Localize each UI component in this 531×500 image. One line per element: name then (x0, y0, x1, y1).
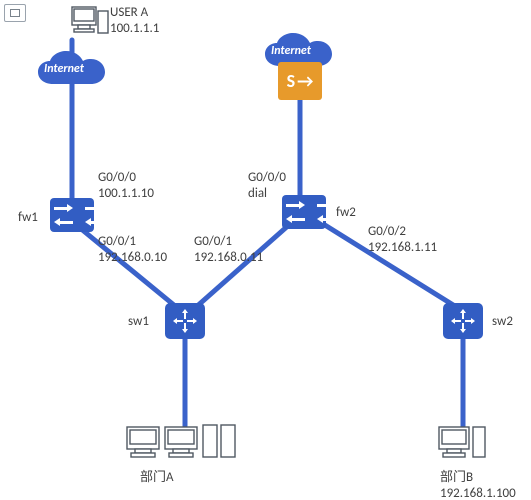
switch-sw1 (165, 303, 205, 339)
label-dept-a: 部门A (140, 470, 174, 486)
label-fw2: fw2 (336, 205, 356, 221)
pc-user-a (70, 5, 110, 48)
dept-a-pcs (125, 423, 245, 468)
switch-sw2 (443, 303, 483, 339)
label-fw1: fw1 (18, 210, 38, 226)
label-g000-fw2: G0/0/0 dial (248, 170, 286, 201)
label-g000-fw1: G0/0/0 100.1.1.10 (98, 170, 154, 201)
label-sw1: sw1 (128, 314, 149, 330)
firewall-fw2 (282, 195, 326, 229)
label-sw2: sw2 (492, 314, 513, 330)
firewall-fw1 (50, 198, 94, 232)
label-g001-fw2: G0/0/1 192.168.0.11 (194, 234, 263, 265)
cloud-label: Internet (44, 62, 84, 76)
cloud-label: Internet (271, 44, 311, 58)
diagram-stage: Internet Internet S→ (0, 0, 531, 500)
internet-cloud-1: Internet (35, 50, 107, 88)
s-node: S→ (278, 62, 322, 100)
dept-b-pc (437, 423, 489, 468)
label-g001-fw1: G0/0/1 192.168.0.10 (98, 234, 167, 265)
label-dept-b: 部门B 192.168.1.100 (440, 470, 516, 500)
label-user-a: USER A 100.1.1.1 (110, 5, 159, 36)
label-g002: G0/0/2 192.168.1.11 (368, 224, 437, 255)
